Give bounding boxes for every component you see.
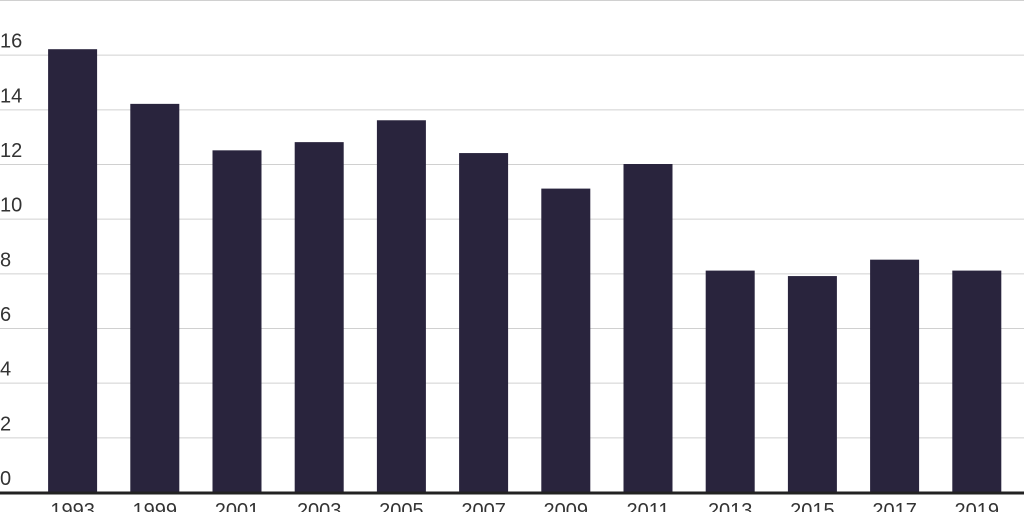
- y-tick-label: 10: [0, 195, 22, 217]
- bar: [787, 276, 837, 492]
- bar: [48, 49, 98, 492]
- bar: [705, 270, 755, 492]
- x-tick-label: 2011: [626, 500, 669, 512]
- y-tick-label: 16: [0, 31, 22, 53]
- bar: [541, 188, 591, 492]
- x-tick-label: 2015: [790, 500, 835, 512]
- x-tick-label: 1999: [133, 500, 178, 512]
- y-tick-label: 6: [0, 304, 11, 326]
- x-tick-label: 2003: [297, 500, 342, 512]
- y-tick-label: 14: [0, 85, 22, 107]
- x-tick-label: 1993: [50, 500, 95, 512]
- bar: [870, 259, 920, 492]
- x-tick-label: 2005: [379, 500, 424, 512]
- y-tick-label: 4: [0, 359, 11, 381]
- bar: [294, 142, 344, 492]
- bar: [376, 120, 426, 493]
- x-tick-label: 2017: [872, 500, 917, 512]
- bar: [130, 103, 180, 492]
- bar: [459, 153, 509, 493]
- bar: [212, 150, 262, 493]
- y-tick-label: 2: [0, 413, 11, 435]
- x-tick-label: 2001: [215, 500, 260, 512]
- x-tick-label: 2013: [708, 500, 753, 512]
- y-tick-label: 12: [0, 140, 22, 162]
- y-tick-label: 0: [0, 468, 11, 490]
- bar: [952, 270, 1002, 492]
- bar: [623, 164, 673, 492]
- x-tick-label: 2007: [461, 500, 506, 512]
- y-tick-label: 8: [0, 249, 11, 271]
- x-tick-label: 2009: [544, 500, 589, 512]
- x-tick-label: 2019: [955, 500, 1000, 512]
